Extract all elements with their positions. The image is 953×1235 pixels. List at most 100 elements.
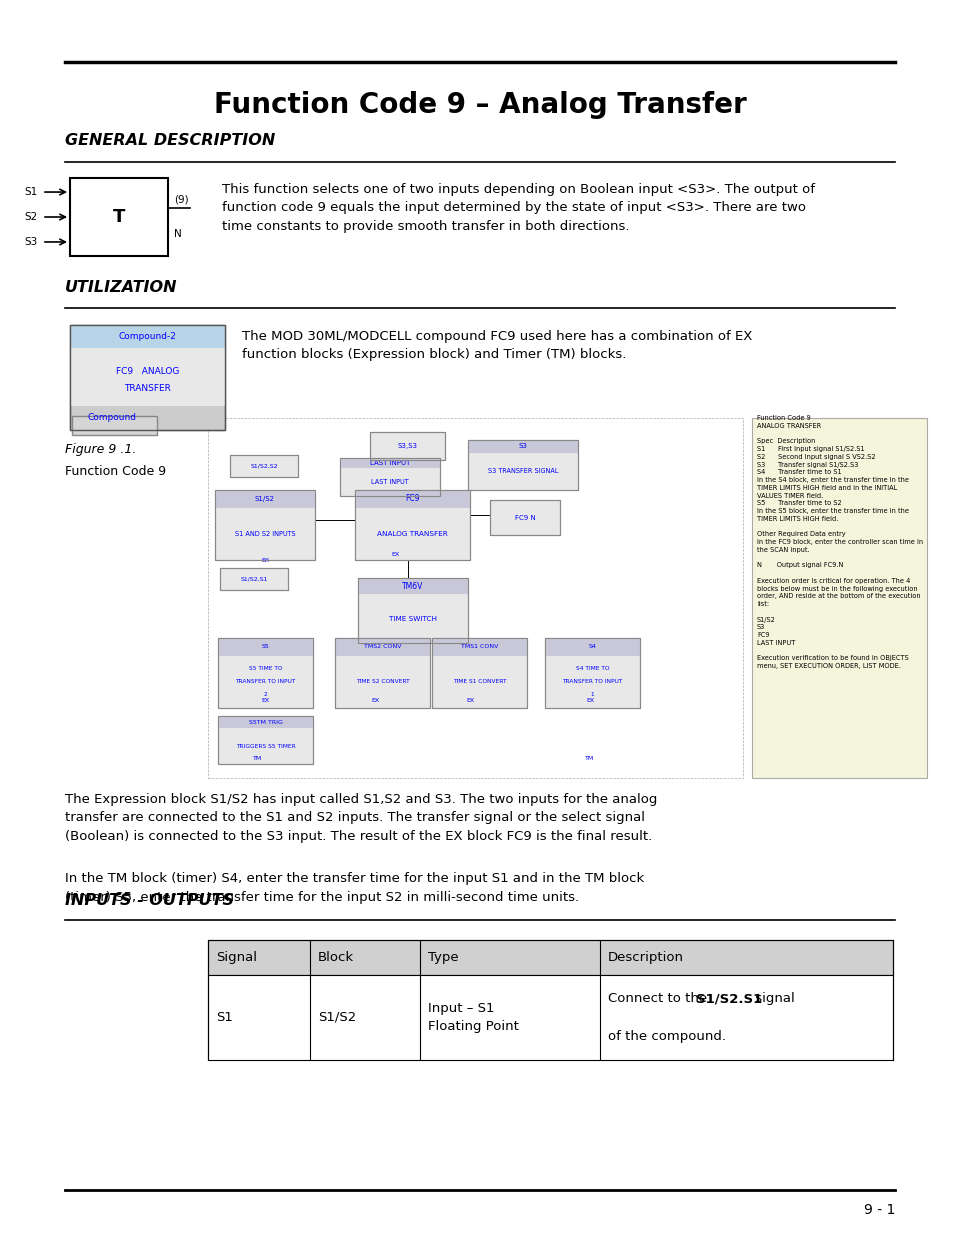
Bar (751, 417, 926, 778)
Text: signal: signal (750, 992, 794, 1005)
Text: Connect to the: Connect to the (607, 992, 711, 1005)
Text: TM: TM (585, 756, 594, 761)
Bar (71, 416, 157, 435)
Text: S1: S1 (25, 186, 38, 198)
Text: S4: S4 (588, 645, 596, 650)
Bar (490, 500, 559, 535)
Bar (432, 638, 526, 708)
Bar (214, 490, 314, 559)
Text: Signal: Signal (215, 951, 256, 965)
Bar (218, 638, 313, 708)
Bar (468, 440, 578, 452)
Bar (335, 638, 430, 656)
Bar (370, 432, 444, 459)
Bar (339, 458, 439, 496)
Bar (355, 490, 470, 508)
Bar (218, 638, 313, 708)
Bar (218, 716, 313, 764)
Bar (355, 490, 470, 559)
Text: (9): (9) (173, 195, 189, 205)
Text: UTILIZATION: UTILIZATION (65, 280, 177, 295)
Text: of the compound.: of the compound. (607, 1030, 725, 1042)
Text: 1: 1 (590, 693, 594, 698)
Text: TIME S2 CONVERT: TIME S2 CONVERT (355, 679, 409, 684)
Bar (544, 638, 639, 708)
Text: TRANSFER TO INPUT: TRANSFER TO INPUT (235, 679, 295, 684)
Bar (218, 716, 313, 727)
Bar (357, 578, 468, 594)
Text: FC9 N: FC9 N (514, 515, 535, 520)
Text: This function selects one of two inputs depending on Boolean input <S3>. The out: This function selects one of two inputs … (222, 183, 814, 233)
Bar (432, 638, 526, 708)
Text: N: N (173, 230, 182, 240)
Text: S3,S3: S3,S3 (397, 443, 417, 450)
Text: S3: S3 (518, 443, 527, 450)
Text: S3: S3 (25, 237, 38, 247)
Bar (544, 638, 639, 708)
Text: In the TM block (timer) S4, enter the transfer time for the input S1 and in the : In the TM block (timer) S4, enter the tr… (65, 872, 643, 904)
Text: S5: S5 (261, 645, 269, 650)
Bar (468, 440, 578, 490)
Bar (468, 440, 578, 490)
Text: EX: EX (371, 698, 378, 703)
Text: S3 TRANSFER SIGNAL: S3 TRANSFER SIGNAL (487, 468, 558, 474)
Text: 9 - 1: 9 - 1 (862, 1203, 894, 1216)
Text: S1 AND S2 INPUTS: S1 AND S2 INPUTS (234, 531, 295, 537)
Text: Description: Description (607, 951, 683, 965)
Bar (70, 325, 225, 430)
Bar (208, 417, 742, 778)
Text: FC9   ANALOG: FC9 ANALOG (115, 367, 179, 375)
Bar (335, 638, 430, 708)
Text: LAST INPUT: LAST INPUT (371, 479, 409, 485)
Text: S1/S2,S1: S1/S2,S1 (240, 577, 268, 582)
Text: EX: EX (261, 557, 269, 562)
Text: Block: Block (317, 951, 354, 965)
Text: S5TM TRIG: S5TM TRIG (249, 720, 282, 725)
Text: Type: Type (428, 951, 458, 965)
Text: TRIGGERS S5 TIMER: TRIGGERS S5 TIMER (235, 743, 295, 748)
Text: 2: 2 (263, 693, 267, 698)
Text: TM6V: TM6V (402, 582, 423, 590)
Bar (70, 348, 225, 406)
Bar (208, 940, 892, 974)
Bar (335, 638, 430, 708)
Text: S1/S2.S1: S1/S2.S1 (696, 992, 761, 1005)
Text: TIME SWITCH: TIME SWITCH (389, 615, 436, 621)
Text: The MOD 30ML/MODCELL compound FC9 used here has a combination of EX
function blo: The MOD 30ML/MODCELL compound FC9 used h… (242, 330, 752, 362)
Text: Function Code 9
ANALOG TRANSFER

Spec  Description
S1      First Input signal S1: Function Code 9 ANALOG TRANSFER Spec Des… (757, 415, 923, 669)
Text: S1/S2: S1/S2 (317, 1011, 355, 1024)
Text: LAST INPUT: LAST INPUT (370, 459, 410, 466)
Text: TRANSFER: TRANSFER (124, 384, 171, 393)
Bar (490, 500, 559, 535)
Bar (339, 458, 439, 496)
Text: Function Code 9: Function Code 9 (65, 466, 166, 478)
Text: S5 TIME TO: S5 TIME TO (249, 666, 282, 671)
Text: EX: EX (261, 698, 269, 703)
Bar (432, 638, 526, 656)
Text: EX: EX (585, 698, 594, 703)
Text: GENERAL DESCRIPTION: GENERAL DESCRIPTION (65, 133, 275, 148)
Text: S1/S2,S2: S1/S2,S2 (250, 463, 277, 468)
Bar (214, 490, 314, 508)
Bar (70, 325, 225, 348)
Text: EX: EX (391, 552, 398, 557)
Text: INPUTS - OUTPUTS: INPUTS - OUTPUTS (65, 893, 233, 908)
Text: S4 TIME TO: S4 TIME TO (576, 666, 609, 671)
Text: Input – S1
Floating Point: Input – S1 Floating Point (428, 1002, 518, 1032)
Bar (339, 458, 439, 468)
Text: TRANSFER TO INPUT: TRANSFER TO INPUT (561, 679, 622, 684)
Text: Compound-2: Compound-2 (118, 332, 176, 341)
Bar (70, 325, 225, 430)
Bar (544, 638, 639, 656)
Bar (220, 568, 288, 590)
Bar (230, 454, 297, 477)
Bar (357, 578, 468, 643)
Bar (357, 578, 468, 643)
Bar (218, 638, 313, 656)
Bar (355, 490, 470, 559)
Bar (370, 432, 444, 459)
Text: The Expression block S1/S2 has input called S1,S2 and S3. The two inputs for the: The Expression block S1/S2 has input cal… (65, 793, 657, 844)
Bar (208, 974, 892, 1060)
Text: T: T (112, 207, 125, 226)
Bar (214, 490, 314, 559)
